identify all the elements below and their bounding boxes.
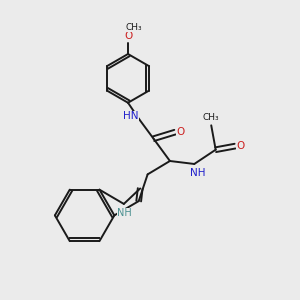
Text: HN: HN <box>123 111 139 122</box>
Text: O: O <box>236 140 244 151</box>
Text: NH: NH <box>117 208 132 218</box>
Text: O: O <box>124 31 132 41</box>
Text: CH₃: CH₃ <box>125 23 142 32</box>
Text: NH: NH <box>190 169 205 178</box>
Text: O: O <box>176 127 184 136</box>
Text: CH₃: CH₃ <box>202 112 219 122</box>
